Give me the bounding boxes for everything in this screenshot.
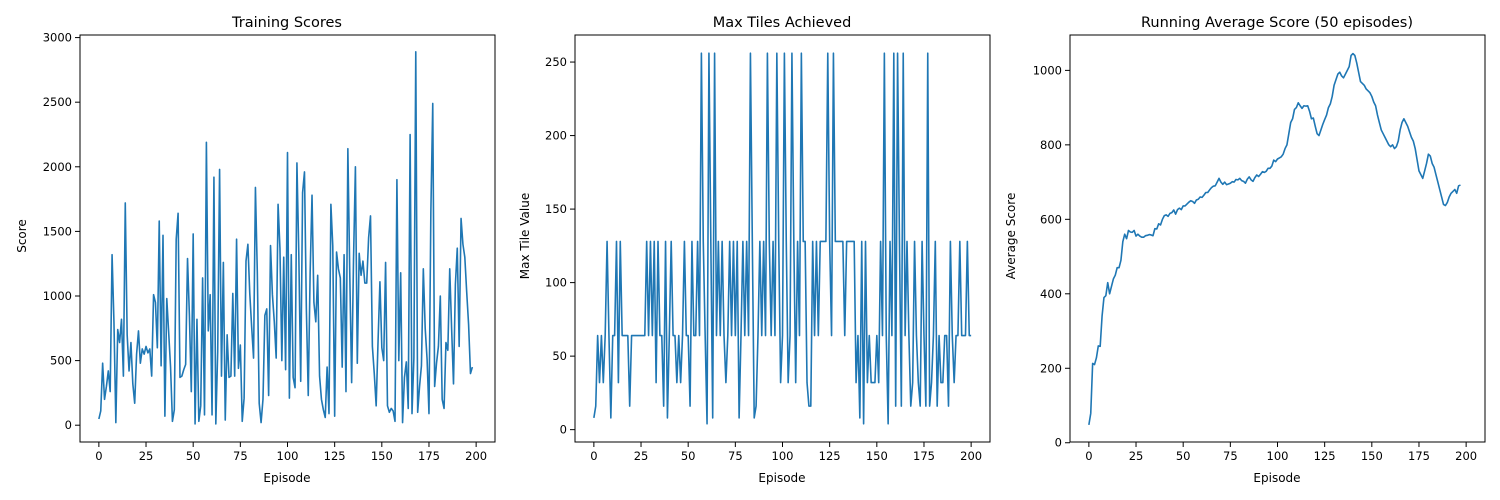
x-tick-label: 125 — [1314, 449, 1336, 463]
y-tick-label: 50 — [552, 349, 567, 363]
y-tick-label: 150 — [545, 202, 567, 216]
y-tick-label: 3000 — [43, 31, 72, 45]
y-tick-label: 600 — [1040, 212, 1062, 226]
x-tick-label: 150 — [866, 449, 888, 463]
y-tick-label: 400 — [1040, 287, 1062, 301]
x-tick-label: 175 — [1408, 449, 1430, 463]
x-tick-label: 200 — [960, 449, 982, 463]
y-tick-label: 2000 — [43, 160, 72, 174]
chart-title: Max Tiles Achieved — [713, 15, 852, 31]
x-tick-label: 0 — [1085, 449, 1092, 463]
y-tick-label: 2500 — [43, 95, 72, 109]
y-tick-label: 0 — [560, 423, 567, 437]
y-tick-label: 0 — [1055, 436, 1062, 450]
chart-title: Running Average Score (50 episodes) — [1141, 15, 1413, 31]
running-average-panel: Running Average Score (50 episodes) Epis… — [1004, 15, 1486, 485]
y-axis-label: Max Tile Value — [518, 193, 532, 279]
y-axis-label: Score — [15, 219, 29, 253]
x-tick-label: 0 — [95, 449, 102, 463]
x-tick-label: 75 — [728, 449, 743, 463]
series-line — [1088, 52, 1461, 425]
x-tick-label: 25 — [1129, 449, 1144, 463]
x-tick-label: 150 — [1361, 449, 1383, 463]
y-tick-label: 100 — [545, 276, 567, 290]
series-line — [593, 52, 972, 425]
x-tick-label: 75 — [233, 449, 248, 463]
x-tick-label: 125 — [324, 449, 346, 463]
x-axis-label: Episode — [1253, 471, 1300, 485]
x-tick-label: 200 — [1455, 449, 1477, 463]
x-tick-label: 25 — [634, 449, 649, 463]
x-tick-label: 100 — [772, 449, 794, 463]
x-tick-label: 75 — [1223, 449, 1238, 463]
x-tick-label: 50 — [1176, 449, 1191, 463]
y-tick-label: 1000 — [43, 289, 72, 303]
x-tick-label: 150 — [371, 449, 393, 463]
x-tick-label: 25 — [139, 449, 154, 463]
x-tick-label: 100 — [277, 449, 299, 463]
x-tick-label: 50 — [186, 449, 201, 463]
x-axis-label: Episode — [263, 471, 310, 485]
y-tick-label: 250 — [545, 55, 567, 69]
y-tick-label: 1000 — [1033, 63, 1062, 77]
x-axis-label: Episode — [758, 471, 805, 485]
y-axis-label: Average Score — [1004, 193, 1018, 280]
max-tiles-panel: Max Tiles Achieved Episode Max Tile Valu… — [518, 15, 991, 485]
x-tick-label: 125 — [819, 449, 841, 463]
x-tick-label: 100 — [1267, 449, 1289, 463]
chart-title: Training Scores — [231, 15, 342, 31]
x-tick-label: 175 — [418, 449, 440, 463]
x-tick-label: 175 — [913, 449, 935, 463]
y-tick-label: 800 — [1040, 138, 1062, 152]
plot-frame — [1069, 34, 1486, 443]
series-line — [98, 50, 474, 425]
y-tick-label: 200 — [545, 129, 567, 143]
y-tick-label: 500 — [50, 354, 72, 368]
y-tick-label: 0 — [65, 418, 72, 432]
x-tick-label: 200 — [465, 449, 487, 463]
y-tick-label: 1500 — [43, 224, 72, 238]
x-tick-label: 50 — [681, 449, 696, 463]
y-tick-label: 200 — [1040, 361, 1062, 375]
x-tick-label: 0 — [590, 449, 597, 463]
training-scores-panel: Training Scores Episode Score 0 25 50 75 100… — [15, 15, 496, 485]
